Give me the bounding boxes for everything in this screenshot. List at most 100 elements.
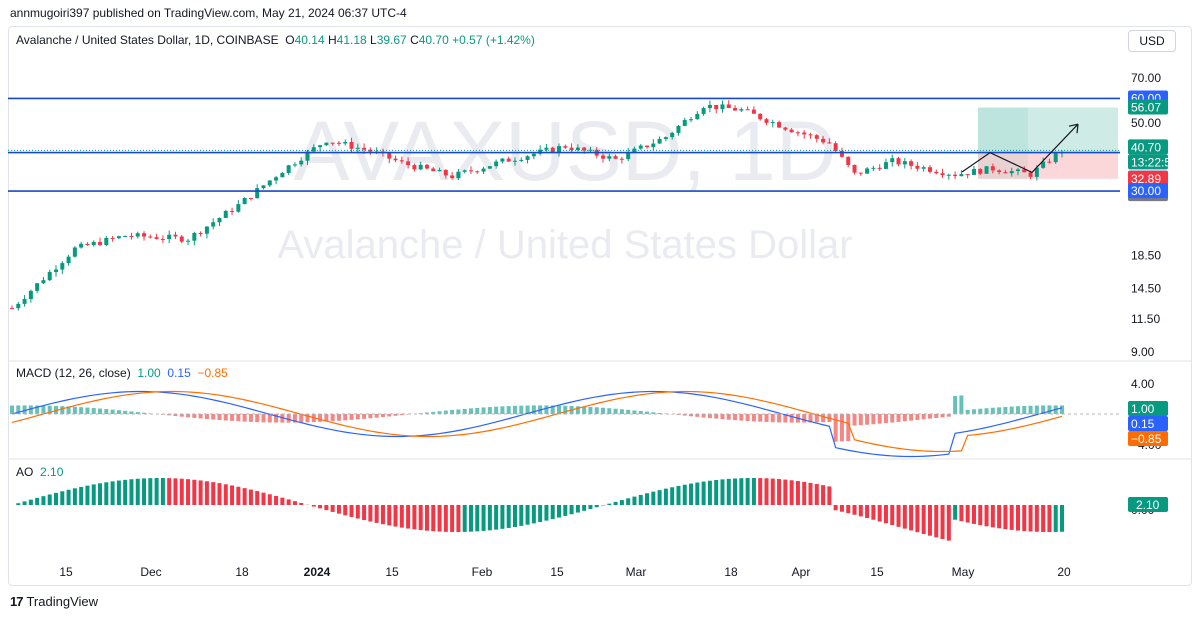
- candle: [707, 104, 712, 109]
- ao-histogram-bar: [47, 494, 52, 505]
- currency-button[interactable]: USD: [1128, 30, 1176, 52]
- macd-histogram-bar: [41, 405, 46, 414]
- macd-histogram-bar: [601, 407, 606, 414]
- candle: [418, 164, 423, 170]
- macd-histogram-bar: [519, 405, 524, 414]
- candle: [783, 127, 788, 130]
- ao-histogram-bar: [506, 505, 511, 528]
- macd-histogram-bar: [318, 414, 323, 422]
- candle: [902, 161, 907, 165]
- ao-histogram-bar: [481, 505, 486, 531]
- macd-histogram-bar: [720, 414, 725, 420]
- macd-histogram-bar: [1015, 406, 1020, 414]
- ao-histogram-bar: [953, 505, 958, 520]
- macd-histogram-bar: [399, 414, 404, 416]
- candle: [626, 152, 631, 160]
- macd-histogram-bar: [431, 411, 436, 414]
- macd-histogram-bar: [909, 414, 914, 421]
- macd-histogram-bar: [839, 414, 844, 442]
- macd-histogram-bar: [770, 414, 775, 423]
- candle: [230, 210, 235, 212]
- ao-histogram-bar: [833, 505, 838, 511]
- candle: [431, 168, 436, 172]
- macd-histogram-bar: [330, 414, 335, 422]
- ao-histogram-bar: [613, 501, 618, 505]
- macd-histogram-bar: [745, 414, 750, 422]
- candle: [575, 147, 580, 151]
- ao-histogram-bar: [1053, 505, 1058, 532]
- candle: [689, 119, 694, 121]
- macd-histogram-bar: [506, 406, 511, 414]
- price-badge-label: 40.70: [1131, 140, 1161, 154]
- candle: [475, 171, 480, 173]
- footer-brand[interactable]: 17 TradingView: [10, 594, 98, 609]
- candle: [41, 280, 46, 284]
- candle: [104, 237, 109, 245]
- ao-histogram-bar: [701, 481, 706, 505]
- ao-histogram-bar: [739, 478, 744, 505]
- candle: [1022, 169, 1027, 173]
- ao-histogram-bar: [745, 478, 750, 505]
- macd-histogram-bar: [424, 412, 429, 414]
- macd-histogram-bar: [525, 405, 530, 414]
- candle: [745, 109, 750, 111]
- macd-histogram-value: 1.00: [137, 366, 161, 380]
- candle: [261, 185, 266, 189]
- ao-histogram-bar: [638, 494, 643, 505]
- price-badge: [1128, 139, 1168, 155]
- candle: [204, 226, 209, 234]
- ao-histogram-bar: [79, 486, 84, 505]
- candle: [192, 232, 197, 241]
- ao-histogram-bar: [91, 484, 96, 505]
- candle: [833, 143, 838, 151]
- ao-histogram-bar: [211, 482, 216, 505]
- ao-title[interactable]: AO: [16, 465, 34, 479]
- ao-histogram-bar: [909, 505, 914, 531]
- candle: [1028, 172, 1033, 177]
- time-tick-label: 15: [385, 565, 399, 579]
- candle: [160, 238, 165, 240]
- ao-histogram-bar: [726, 478, 731, 505]
- candle: [519, 159, 524, 161]
- ao-histogram-bar: [22, 501, 27, 505]
- candle: [726, 104, 731, 109]
- ao-histogram-bar: [764, 478, 769, 505]
- ao-histogram-bar: [965, 505, 970, 523]
- macd-title[interactable]: MACD (12, 26, close): [16, 366, 131, 380]
- ao-histogram-bar: [336, 505, 341, 514]
- ao-histogram-bar: [978, 505, 983, 526]
- candle: [280, 172, 285, 178]
- macd-histogram-bar: [28, 405, 33, 414]
- macd-histogram-bar: [959, 395, 964, 414]
- candle: [795, 132, 800, 134]
- macd-histogram-bar: [393, 414, 398, 416]
- ao-histogram-bar: [676, 485, 681, 505]
- ao-histogram-bar: [418, 505, 423, 531]
- macd-histogram-bar: [198, 414, 203, 419]
- candle: [79, 243, 84, 248]
- symbol-title[interactable]: Avalanche / United States Dollar, 1D, CO…: [16, 33, 279, 47]
- candle: [349, 141, 354, 149]
- candle: [406, 161, 411, 166]
- macd-histogram-bar: [98, 408, 103, 414]
- macd-histogram-bar: [657, 412, 662, 414]
- macd-histogram-bar: [557, 405, 562, 414]
- ao-histogram-bar: [1009, 505, 1014, 530]
- price-badge: [1128, 183, 1168, 199]
- macd-histogram-bar: [927, 414, 932, 419]
- ao-histogram-bar: [783, 479, 788, 505]
- ao-histogram-bar: [135, 478, 140, 505]
- candle: [758, 113, 763, 120]
- ao-histogram-bar: [475, 505, 480, 532]
- candle: [714, 104, 719, 110]
- time-tick-label: 15: [870, 565, 884, 579]
- ao-histogram-bar: [921, 505, 926, 534]
- candle: [223, 210, 228, 218]
- macd-histogram-bar: [531, 405, 536, 414]
- macd-histogram-bar: [946, 414, 951, 417]
- macd-histogram-bar: [142, 412, 147, 414]
- ao-histogram-bar: [997, 505, 1002, 529]
- candle: [934, 171, 939, 174]
- ao-histogram-bar: [72, 488, 77, 505]
